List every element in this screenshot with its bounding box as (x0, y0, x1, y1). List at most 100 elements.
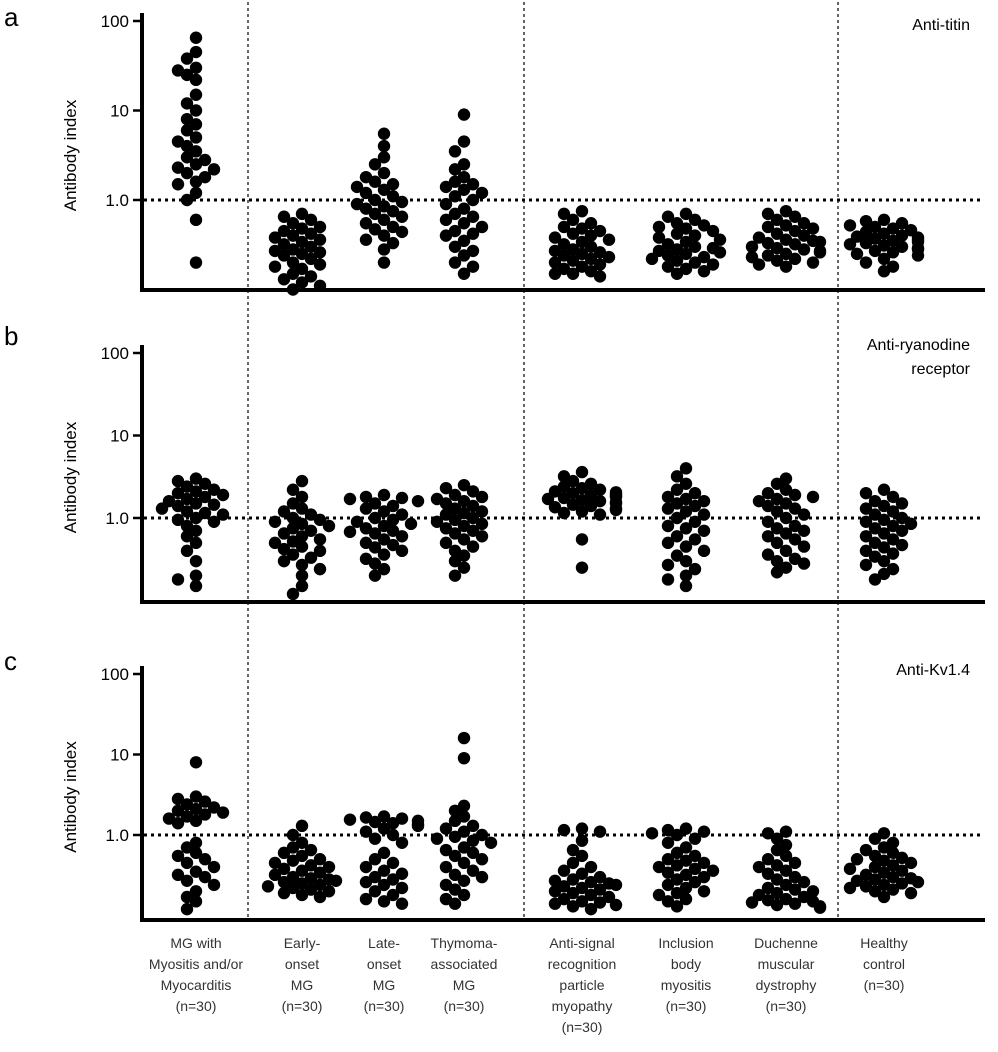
data-point (895, 538, 909, 552)
data-point (877, 827, 891, 840)
data-point (868, 873, 882, 886)
category-label-line: (n=30) (444, 998, 485, 1014)
panel-letter: c (4, 646, 17, 676)
data-point (322, 860, 336, 874)
category-label-5: Anti-signal recognition particle myopathy (n… (548, 935, 617, 1035)
data-point (575, 834, 589, 847)
data-point (466, 846, 480, 860)
data-point (439, 536, 453, 550)
data-point (216, 488, 230, 502)
data-point (843, 881, 857, 895)
data-point (277, 249, 291, 262)
data-point (575, 881, 589, 895)
data-point (377, 810, 391, 823)
data-point (679, 247, 693, 261)
data-point (850, 853, 864, 866)
data-point (886, 505, 900, 518)
data-point (877, 567, 891, 581)
category-label-line: Thymoma- (431, 935, 498, 951)
category-label-line: Late- (368, 935, 400, 951)
data-point (466, 193, 480, 207)
data-point (457, 234, 471, 248)
y-tick-label: 100 (101, 12, 129, 31)
data-point (575, 465, 589, 479)
data-point (457, 561, 471, 574)
data-point (886, 533, 900, 546)
data-point (697, 524, 711, 537)
data-point (566, 267, 580, 280)
data-point (886, 547, 900, 560)
data-point (189, 213, 203, 227)
data-point (575, 849, 589, 863)
data-point (395, 210, 409, 223)
series-5 (548, 204, 616, 283)
data-point (457, 183, 471, 197)
data-point (368, 557, 382, 570)
data-point (359, 502, 373, 515)
data-point (670, 217, 684, 230)
data-point (859, 236, 873, 250)
data-point (277, 527, 291, 540)
category-label-line: Early- (284, 935, 321, 951)
data-point (313, 279, 327, 292)
data-point (886, 870, 900, 884)
data-point (286, 229, 300, 242)
series-4 (430, 731, 498, 910)
data-point (868, 860, 882, 874)
data-point (475, 530, 489, 543)
data-point (475, 870, 489, 884)
data-point (189, 814, 203, 828)
data-point (761, 515, 775, 528)
data-point (575, 481, 589, 495)
data-point (295, 502, 309, 515)
data-point (189, 497, 203, 510)
data-point (171, 849, 185, 863)
data-point (189, 756, 203, 769)
data-point (670, 227, 684, 240)
data-point (189, 158, 203, 171)
data-point (207, 878, 221, 892)
data-point (439, 180, 453, 194)
data-point (350, 515, 364, 528)
data-point (652, 231, 666, 244)
data-point (868, 508, 882, 521)
data-point (761, 499, 775, 513)
data-point (843, 862, 857, 876)
data-point (670, 859, 684, 872)
data-point (859, 256, 873, 269)
data-point (895, 217, 909, 230)
data-point (877, 483, 891, 496)
data-point (679, 822, 693, 835)
data-point (661, 558, 675, 572)
series-6 (661, 462, 711, 593)
data-point (788, 883, 802, 896)
data-point (439, 213, 453, 227)
data-point (886, 883, 900, 896)
data-point (713, 233, 727, 246)
data-point (813, 235, 827, 249)
category-label-line: Inclusion (658, 935, 713, 951)
category-label-line: Anti-signal (549, 935, 614, 951)
data-point (609, 898, 623, 912)
data-point (171, 792, 185, 806)
data-point (377, 229, 391, 242)
data-point (670, 254, 684, 267)
data-point (368, 497, 382, 510)
data-point (557, 249, 571, 262)
data-point (466, 227, 480, 240)
data-point (295, 558, 309, 572)
data-point (457, 249, 471, 262)
category-label-line: MG (453, 977, 476, 993)
data-point (295, 490, 309, 504)
data-point (770, 832, 784, 845)
data-point (322, 885, 336, 898)
data-point (304, 508, 318, 521)
data-point (448, 207, 462, 221)
data-point (661, 573, 675, 586)
series-2 (261, 819, 343, 904)
data-point (277, 862, 291, 876)
panel-title: Anti-ryanodine (867, 337, 970, 354)
data-point (868, 832, 882, 845)
category-label-line: body (671, 956, 701, 972)
series-5 (548, 822, 623, 916)
